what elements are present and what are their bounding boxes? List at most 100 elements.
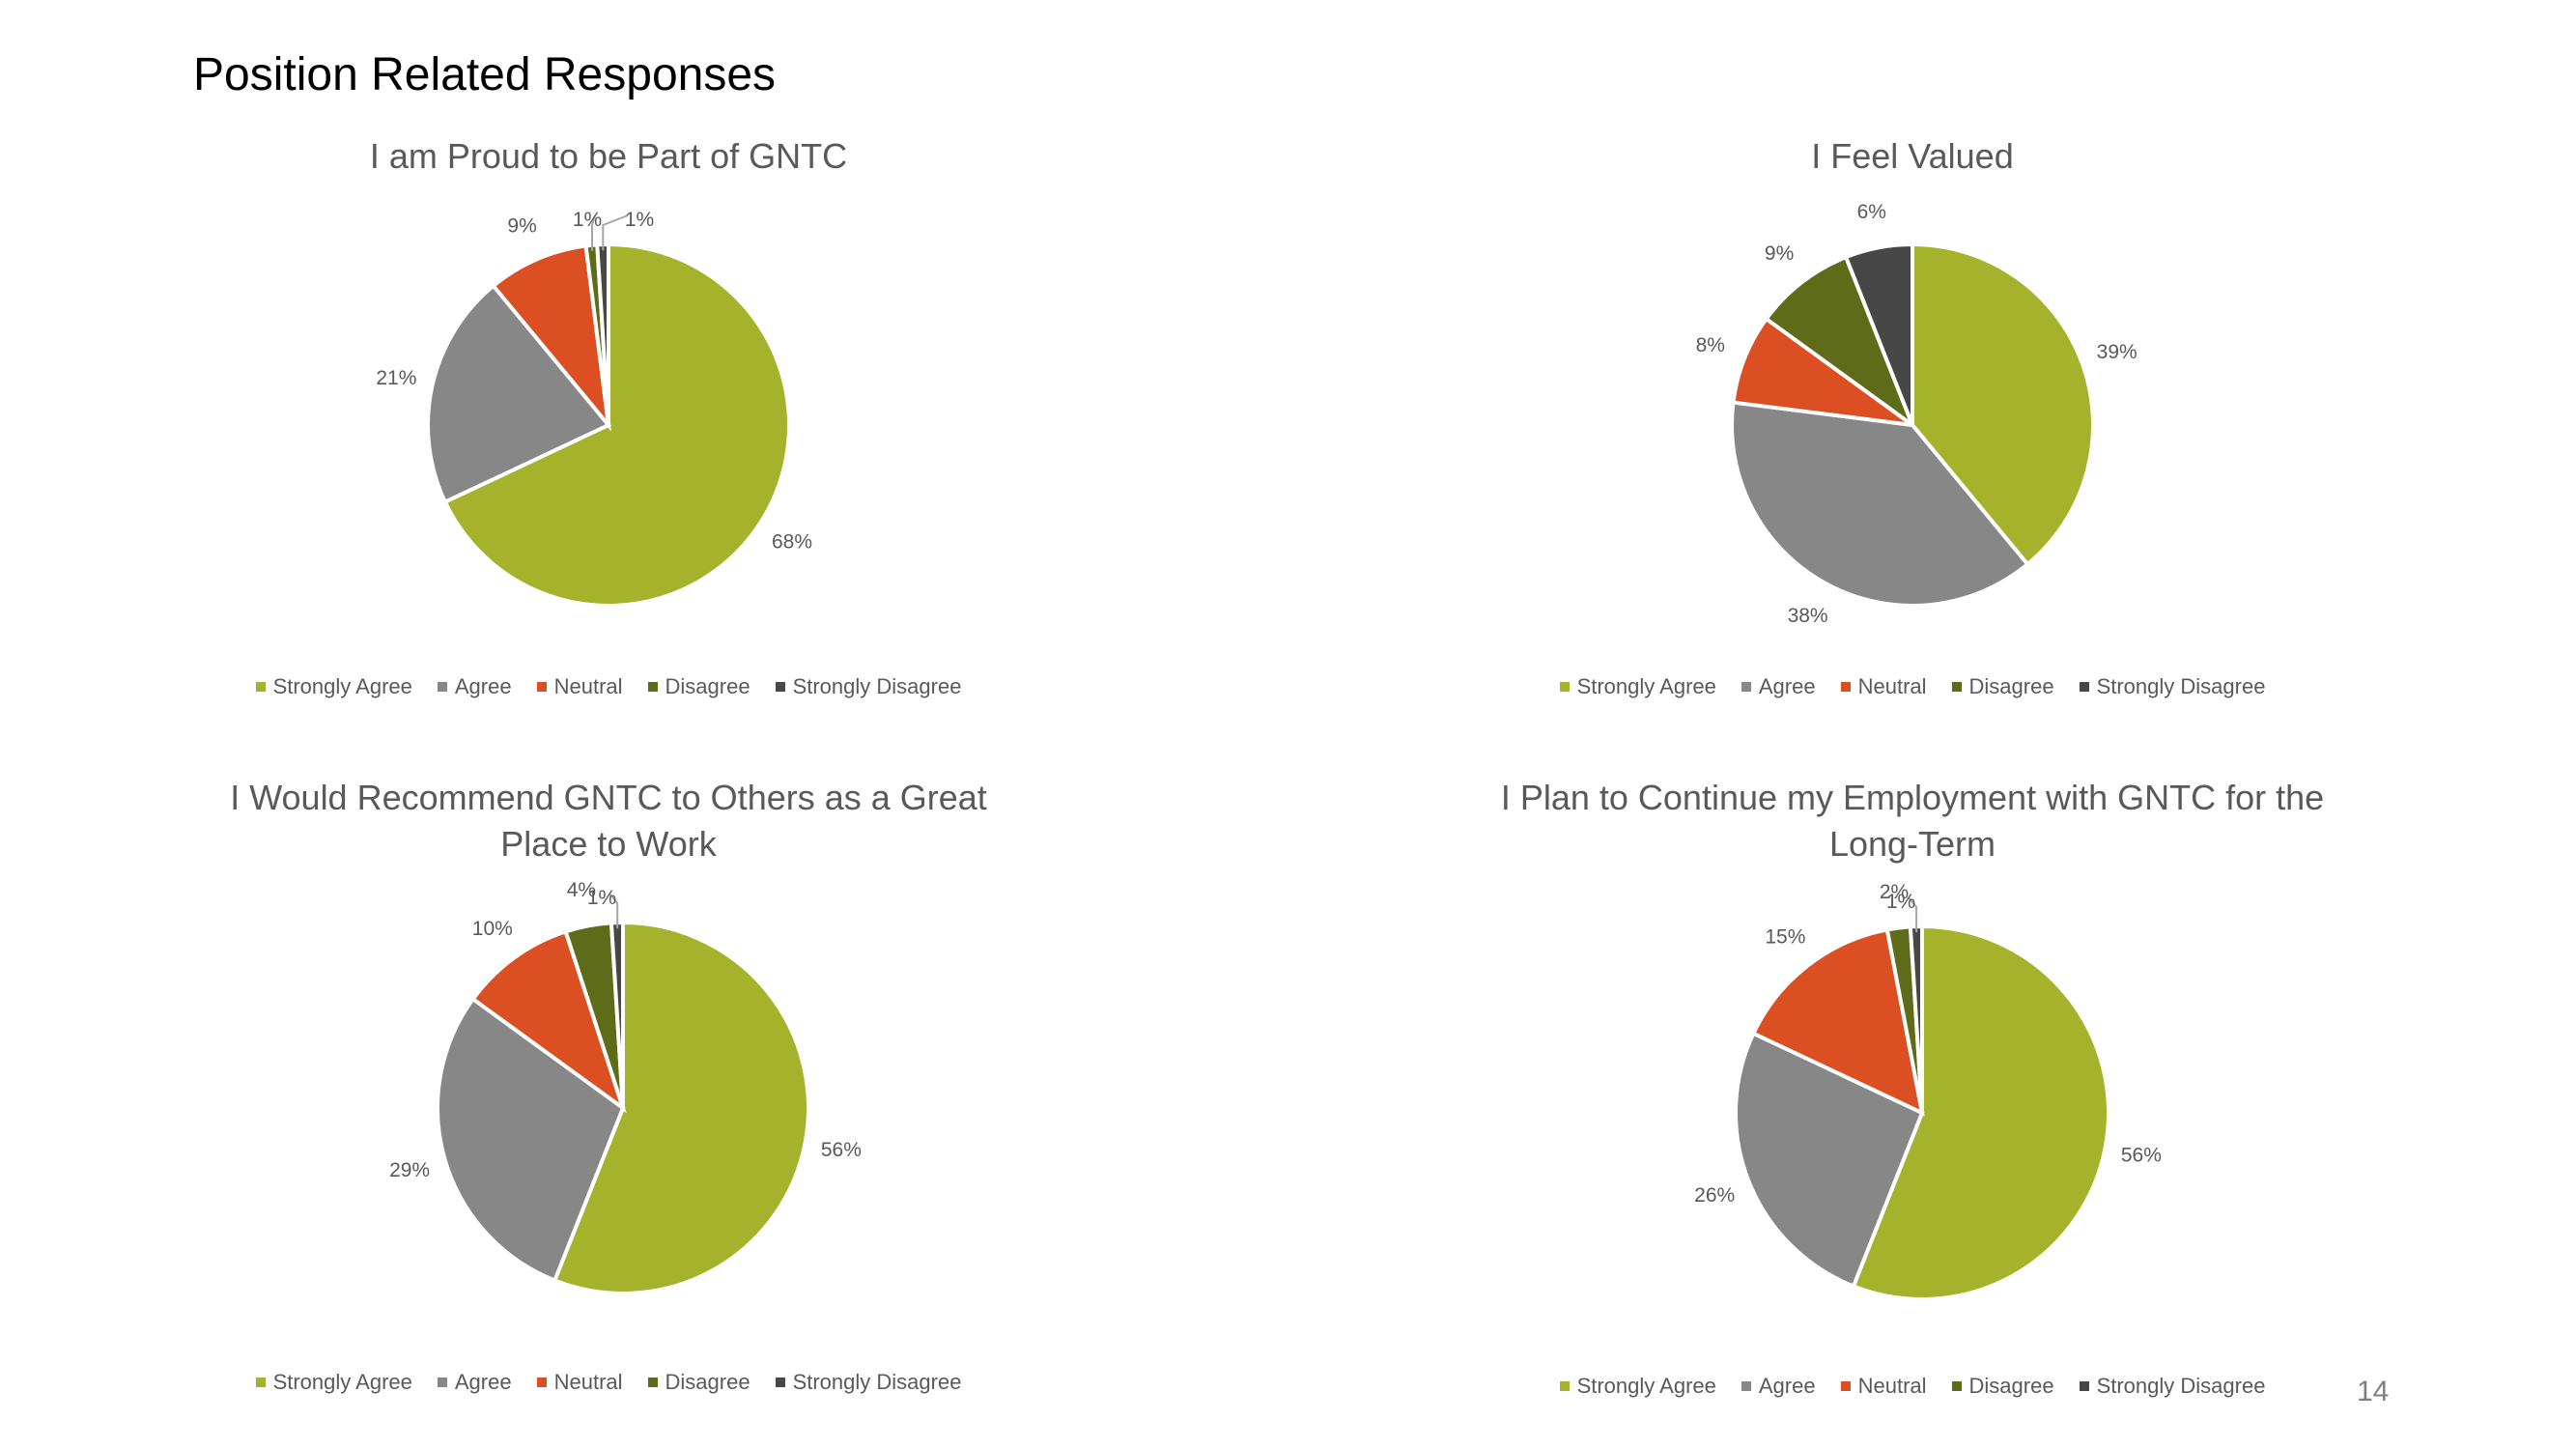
pie-chart-svg: 39% 38% 8% 9% 6% bbox=[1696, 201, 2137, 627]
legend-item-neutral: Neutral bbox=[1840, 1374, 1927, 1399]
legend-swatch bbox=[255, 682, 266, 692]
pie-slice-neutral bbox=[469, 928, 627, 1114]
pie-slice-strongly-disagree bbox=[1843, 242, 1914, 426]
data-label: 9% bbox=[1765, 242, 1794, 265]
chart-recommend: 56% 29% 10% 4% 1% I Would Recommend GNTC to … bbox=[126, 763, 1091, 1420]
legend-item-strongly-disagree: Strongly Disagree bbox=[2079, 1374, 2266, 1399]
legend-swatch bbox=[536, 1378, 547, 1387]
legend-item-agree: Agree bbox=[1741, 1374, 1816, 1399]
pie-slice-strongly-agree bbox=[1911, 242, 2095, 567]
legend-item-strongly-disagree: Strongly Disagree bbox=[2079, 674, 2266, 699]
legend-label: Agree bbox=[1758, 674, 1816, 698]
leader-line bbox=[609, 893, 619, 929]
chart-legend: Strongly Agree Agree Neutral Disagree Strong… bbox=[126, 1370, 1091, 1395]
pie-slice-agree bbox=[426, 283, 612, 505]
data-label: 10% bbox=[472, 918, 513, 940]
chart-legend: Strongly Agree Agree Neutral Disagree Strong… bbox=[126, 674, 1091, 699]
legend-item-neutral: Neutral bbox=[536, 1370, 623, 1395]
legend-swatch bbox=[2079, 1381, 2089, 1391]
data-label: 21% bbox=[376, 367, 416, 389]
chart-legend: Strongly Agree Agree Neutral Disagree Strong… bbox=[1430, 674, 2395, 699]
chart-title: I Would Recommend GNTC to Others as a Gr… bbox=[230, 778, 987, 864]
legend-item-strongly-disagree: Strongly Disagree bbox=[775, 1370, 962, 1395]
pie-chart-svg: 56% 29% 10% 4%1% bbox=[389, 879, 862, 1295]
data-label: 4% bbox=[567, 879, 596, 901]
legend-label: Disagree bbox=[1968, 1374, 2054, 1398]
legend-item-agree: Agree bbox=[1741, 674, 1816, 699]
legend-label: Agree bbox=[454, 674, 512, 698]
data-label: 68% bbox=[772, 531, 812, 554]
legend-label: Strongly Disagree bbox=[2096, 674, 2266, 698]
legend-swatch bbox=[437, 1378, 447, 1387]
chart-continue-employment: 56% 26% 15% 2% 1% I Plan to Continue my Empl… bbox=[1430, 763, 2395, 1420]
legend-swatch bbox=[775, 1378, 785, 1387]
data-label: 9% bbox=[507, 215, 536, 238]
data-label: 1% bbox=[587, 887, 616, 909]
legend-item-strongly-agree: Strongly Agree bbox=[1559, 674, 1716, 699]
legend-label: Strongly Agree bbox=[1576, 1374, 1716, 1398]
legend-item-strongly-disagree: Strongly Disagree bbox=[775, 674, 962, 699]
pie-slice-neutral bbox=[490, 243, 611, 432]
pie-slice-agree bbox=[436, 996, 626, 1284]
legend-swatch bbox=[647, 1378, 658, 1387]
data-label: 56% bbox=[2121, 1144, 2162, 1166]
page-title: Position Related Responses bbox=[193, 49, 777, 100]
legend-item-disagree: Disagree bbox=[647, 674, 750, 699]
page-number: 14 bbox=[2357, 1376, 2390, 1407]
legend-swatch bbox=[1951, 1381, 1962, 1391]
data-label: 29% bbox=[389, 1159, 430, 1181]
legend-label: Agree bbox=[454, 1370, 512, 1394]
legend-swatch bbox=[1741, 682, 1751, 692]
legend-label: Neutral bbox=[553, 674, 623, 698]
legend-label: Strongly Agree bbox=[1576, 674, 1716, 698]
legend-swatch bbox=[1840, 682, 1851, 692]
legend-label: Agree bbox=[1758, 1374, 1816, 1398]
pie-slice-strongly-agree bbox=[1851, 923, 2110, 1301]
leader-line bbox=[602, 214, 629, 251]
legend-item-disagree: Disagree bbox=[1951, 674, 2054, 699]
legend-label: Disagree bbox=[1968, 674, 2054, 698]
legend-item-neutral: Neutral bbox=[536, 674, 623, 699]
legend-item-disagree: Disagree bbox=[647, 1370, 750, 1395]
data-label: 15% bbox=[1765, 926, 1805, 949]
legend-swatch bbox=[1840, 1381, 1851, 1391]
legend-label: Strongly Disagree bbox=[792, 674, 962, 698]
legend-swatch bbox=[1951, 682, 1962, 692]
legend-swatch bbox=[775, 682, 785, 692]
legend-label: Disagree bbox=[665, 1370, 750, 1394]
pie-chart-svg: 68% 21% 9% 1% 1% bbox=[376, 209, 812, 608]
legend-label: Neutral bbox=[1857, 674, 1927, 698]
legend-label: Strongly Agree bbox=[272, 1370, 412, 1394]
legend-swatch bbox=[1559, 1381, 1570, 1391]
pie-slice-neutral bbox=[1750, 927, 1925, 1117]
legend-label: Neutral bbox=[1857, 1374, 1927, 1398]
pie-slice-agree bbox=[1734, 1031, 1925, 1290]
legend-label: Strongly Disagree bbox=[2096, 1374, 2266, 1398]
legend-label: Strongly Disagree bbox=[792, 1370, 962, 1394]
leader-line bbox=[591, 214, 596, 251]
data-label: 39% bbox=[2097, 341, 2137, 363]
leader-line bbox=[1908, 896, 1918, 933]
legend-swatch bbox=[255, 1378, 266, 1387]
legend-item-neutral: Neutral bbox=[1840, 674, 1927, 699]
pie-slice-disagree bbox=[1763, 254, 1917, 431]
legend-swatch bbox=[437, 682, 447, 692]
pie-slice-strongly-agree bbox=[552, 920, 810, 1295]
legend-swatch bbox=[536, 682, 547, 692]
chart-proud: 68% 21% 9% 1% 1% I am Proud to be Part of GN… bbox=[126, 116, 1091, 715]
data-label: 8% bbox=[1696, 334, 1725, 356]
pie-chart-svg: 56% 26% 15% 2%1% bbox=[1694, 881, 2162, 1301]
data-label: 26% bbox=[1694, 1184, 1735, 1207]
legend-swatch bbox=[647, 682, 658, 692]
data-label: 6% bbox=[1857, 201, 1886, 223]
data-label: 1% bbox=[1886, 891, 1915, 913]
data-label: 2% bbox=[1880, 881, 1909, 903]
legend-swatch bbox=[1559, 682, 1570, 692]
data-label: 56% bbox=[821, 1139, 862, 1161]
legend-item-agree: Agree bbox=[437, 674, 512, 699]
legend-item-strongly-agree: Strongly Agree bbox=[1559, 1374, 1716, 1399]
chart-title: I Feel Valued bbox=[1811, 136, 2014, 176]
pie-slice-strongly-agree bbox=[442, 242, 791, 608]
data-label: 1% bbox=[625, 209, 654, 231]
legend-item-strongly-agree: Strongly Agree bbox=[255, 674, 412, 699]
